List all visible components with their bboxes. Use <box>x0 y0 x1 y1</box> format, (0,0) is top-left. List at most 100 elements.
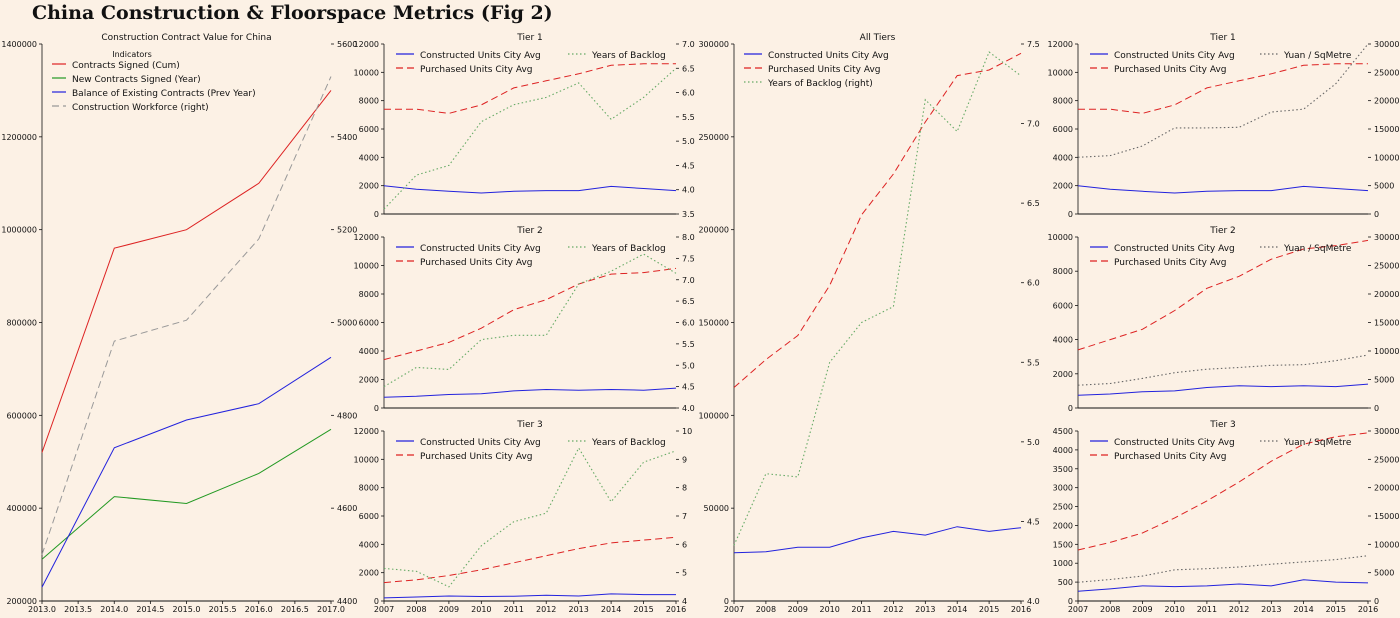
data-point <box>330 356 333 359</box>
y-tick-label: 4000 <box>359 540 379 549</box>
data-point <box>415 596 418 599</box>
y-tick-label: 0 <box>374 210 379 219</box>
data-point <box>764 550 767 553</box>
y-tick-label: 2000 <box>359 376 379 385</box>
data-point <box>1141 390 1144 393</box>
data-point <box>1367 354 1370 357</box>
series-line-new-contracts-signed-year <box>41 428 332 560</box>
series-line-purchased-units-city-avg <box>384 63 676 114</box>
data-point <box>41 558 44 561</box>
y-tick-label: 2500 <box>1053 503 1073 512</box>
series-line-constructed-units-city-avg <box>1077 185 1369 194</box>
y-tick-label: 2000 <box>1053 182 1073 191</box>
data-point <box>1367 43 1370 46</box>
data-point <box>733 551 736 554</box>
x-tick-label: 2014.5 <box>136 605 164 614</box>
y2-tick-label: 7.0 <box>1027 120 1040 129</box>
data-point <box>1270 111 1273 114</box>
chart-title: Tier 2 <box>1209 226 1236 236</box>
y-tick-label: 2000 <box>1053 521 1073 530</box>
data-point <box>1141 328 1144 331</box>
data-point <box>1238 366 1241 369</box>
data-point <box>1173 516 1176 519</box>
chart-t2-price: Tier 2 0 2000 4000 6000 8000 10000 0 5000 10000 15… <box>1048 226 1400 413</box>
data-point <box>1109 188 1112 191</box>
y2-tick-label: 30000 <box>1374 40 1399 49</box>
y2-tick-label: 4.5 <box>682 383 695 392</box>
data-point <box>577 547 580 550</box>
data-point <box>892 173 895 176</box>
data-point <box>577 447 580 450</box>
y-tick-label: 800000 <box>6 319 37 328</box>
data-point <box>383 385 386 388</box>
legend-label: Constructed Units City Avg <box>1114 438 1235 448</box>
y2-tick-label: 4.0 <box>682 404 695 413</box>
y2-tick-label: 5000 <box>1374 182 1394 191</box>
x-tick-label: 2007 <box>374 605 394 614</box>
x-tick-label: 2008 <box>756 605 776 614</box>
legend-title: Indicators <box>112 50 152 59</box>
data-point <box>1205 567 1208 570</box>
data-point <box>1020 74 1023 77</box>
legend-label: Constructed Units City Avg <box>420 244 541 254</box>
data-point <box>1270 385 1273 388</box>
data-point <box>1205 126 1208 129</box>
y-tick-label: 300000 <box>698 40 729 49</box>
series-line-yuan-sqmetre <box>1077 354 1369 386</box>
x-tick-label: 2014 <box>601 605 621 614</box>
data-point <box>675 387 678 390</box>
x-tick-label: 2013 <box>568 605 588 614</box>
y2-tick-label: 15000 <box>1374 125 1399 134</box>
data-point <box>185 419 188 422</box>
data-point <box>1109 108 1112 111</box>
data-point <box>733 544 736 547</box>
data-point <box>675 67 678 70</box>
y2-tick-label: 7.5 <box>682 254 695 263</box>
data-point <box>1238 384 1241 387</box>
data-point <box>1077 108 1080 111</box>
y-tick-label: 150000 <box>698 319 729 328</box>
y2-tick-label: 5000 <box>1374 376 1394 385</box>
chart-t2-backlog: Tier 2 0 2000 4000 6000 8000 10000 12000 4.0 4.5 5… <box>354 226 695 413</box>
x-tick-label: 2012 <box>883 605 903 614</box>
x-tick-label: 2015 <box>1326 605 1346 614</box>
data-point <box>185 228 188 231</box>
legend-label: Years of Backlog (right) <box>767 79 873 89</box>
x-tick-label: 2010 <box>1164 605 1184 614</box>
data-point <box>1109 587 1112 590</box>
data-point <box>1270 72 1273 75</box>
x-tick-label: 2014.0 <box>100 605 128 614</box>
series-line-contracts-signed-cum <box>41 90 332 453</box>
data-point <box>956 74 959 77</box>
data-point <box>512 520 515 523</box>
data-point <box>577 72 580 75</box>
data-point <box>383 581 386 584</box>
legend-label: New Contracts Signed (Year) <box>72 75 201 85</box>
x-tick-label: 2008 <box>1100 605 1120 614</box>
x-tick-label: 2011 <box>1197 605 1217 614</box>
data-point <box>610 270 613 273</box>
data-point <box>1141 377 1144 380</box>
data-point <box>257 472 260 475</box>
data-point <box>113 340 116 343</box>
data-point <box>577 283 580 286</box>
series-line-constructed-units-city-avg <box>733 526 1022 554</box>
y2-tick-label: 3.5 <box>682 210 695 219</box>
y2-tick-label: 10000 <box>1374 540 1399 549</box>
data-point <box>257 237 260 240</box>
data-point <box>1109 393 1112 396</box>
data-point <box>383 567 386 570</box>
y2-tick-label: 4 <box>682 597 687 606</box>
y-tick-label: 8000 <box>359 97 379 106</box>
data-point <box>610 64 613 67</box>
data-point <box>828 361 831 364</box>
y-tick-label: 6000 <box>359 319 379 328</box>
data-point <box>1367 554 1370 557</box>
data-point <box>675 189 678 192</box>
chart-t3-backlog: Tier 3 0 2000 4000 6000 8000 10000 12000 4 5 6 7 8 9 1… <box>354 420 693 614</box>
x-tick-label: 2007 <box>724 605 744 614</box>
data-point <box>1205 86 1208 89</box>
data-point <box>480 568 483 571</box>
data-point <box>41 451 44 454</box>
x-tick-label: 2015 <box>633 605 653 614</box>
